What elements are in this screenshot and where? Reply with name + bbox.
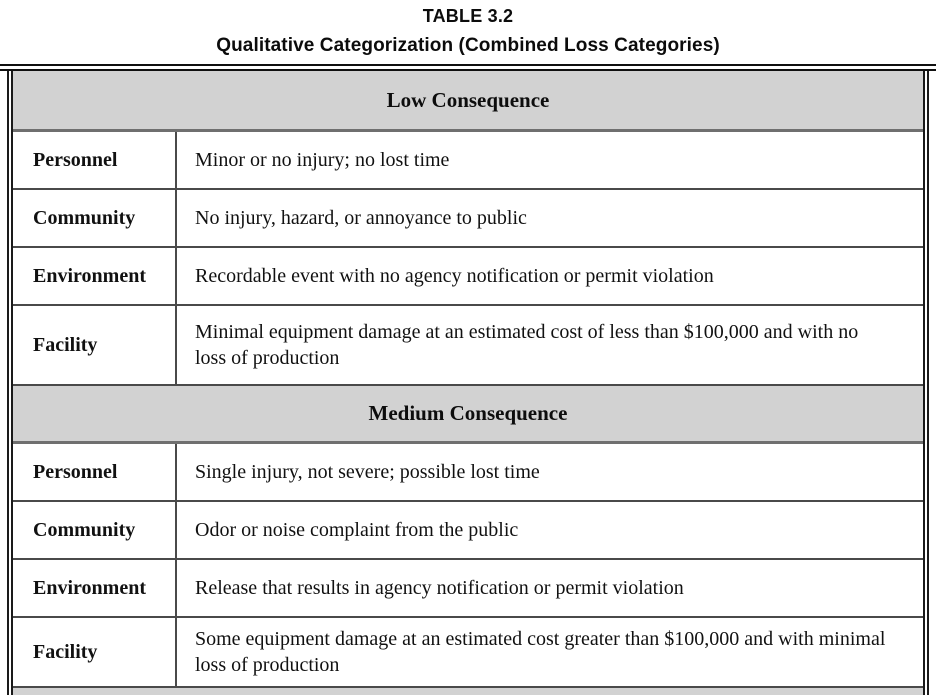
- table-number: TABLE 3.2: [422, 6, 514, 26]
- table-caption: Qualitative Categorization (Combined Los…: [216, 35, 720, 56]
- table-row: Environment Release that results in agen…: [13, 560, 923, 618]
- table-row: Personnel Single injury, not severe; pos…: [13, 444, 923, 502]
- category-cell: Environment: [13, 560, 177, 616]
- section-header-low: Low Consequence: [13, 71, 923, 132]
- category-label: Facility: [33, 640, 98, 663]
- category-label: Personnel: [33, 460, 118, 483]
- category-cell: Personnel: [13, 132, 177, 188]
- table-row: Environment Recordable event with no age…: [13, 248, 923, 306]
- table-row: Community No injury, hazard, or annoyanc…: [13, 190, 923, 248]
- category-label: Facility: [33, 333, 98, 356]
- section-header-label: Low Consequence: [386, 87, 550, 112]
- table-row: Facility Minimal equipment damage at an …: [13, 306, 923, 386]
- description-cell: Recordable event with no agency notifica…: [195, 265, 714, 287]
- category-cell: Facility: [13, 618, 177, 686]
- table-title-block: TABLE 3.2 Qualitative Categorization (Co…: [0, 0, 936, 58]
- description-cell: Release that results in agency notificat…: [195, 577, 684, 599]
- category-label: Environment: [33, 576, 146, 599]
- category-cell: Environment: [13, 248, 177, 304]
- description-cell: Odor or noise complaint from the public: [195, 519, 519, 541]
- category-label: Personnel: [33, 148, 118, 171]
- category-label: Community: [33, 518, 136, 541]
- description-cell: Minimal equipment damage at an estimated…: [195, 321, 859, 369]
- table-row: Community Odor or noise complaint from t…: [13, 502, 923, 560]
- category-cell: Community: [13, 502, 177, 558]
- title-divider-rule: [0, 64, 936, 71]
- section-header-label: Medium Consequence: [368, 401, 568, 425]
- category-label: Community: [33, 206, 136, 229]
- description-cell: No injury, hazard, or annoyance to publi…: [195, 207, 527, 229]
- description-cell: Some equipment damage at an estimated co…: [195, 628, 886, 676]
- table-row: Facility Some equipment damage at an est…: [13, 618, 923, 688]
- category-label: Environment: [33, 264, 146, 287]
- section-header-medium: Medium Consequence: [13, 386, 923, 444]
- consequence-table: Low Consequence Personnel Minor or no in…: [7, 71, 929, 695]
- category-cell: Facility: [13, 306, 177, 384]
- description-cell: Minor or no injury; no lost time: [195, 149, 450, 171]
- description-cell: Single injury, not severe; possible lost…: [195, 461, 540, 483]
- category-cell: Personnel: [13, 444, 177, 500]
- category-cell: Community: [13, 190, 177, 246]
- table-row: Personnel Minor or no injury; no lost ti…: [13, 132, 923, 190]
- section-header-cutoff: [13, 688, 923, 695]
